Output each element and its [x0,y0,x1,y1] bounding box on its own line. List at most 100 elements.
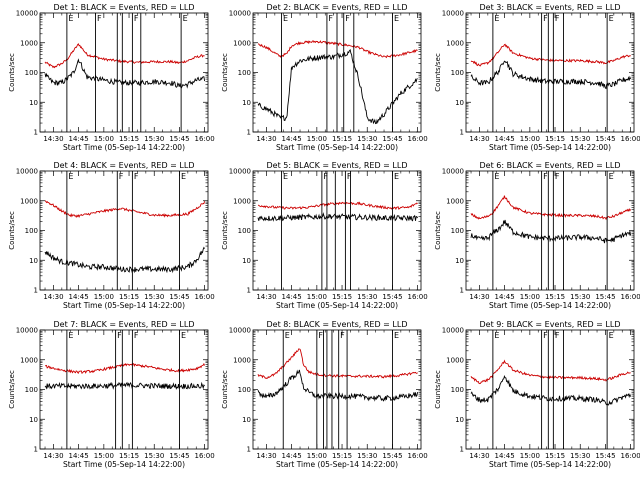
x-tick-label: 15:00 [520,452,540,460]
x-tick-label: 15:30 [570,293,590,301]
x-tick-label: 15:00 [94,452,114,460]
event-marker-label: E [494,14,499,23]
series-line-events [470,375,632,406]
x-tick-label: 14:45 [495,452,515,460]
event-marker-label: E [283,14,288,23]
y-tick-label: 1 [460,129,464,137]
event-marker-label: E [609,331,614,340]
detector-panel-7: Det 7: BLACK = Events, RED = LLD Counts/s… [8,320,215,469]
series-line-events [44,58,206,89]
y-tick-label: 10 [455,257,464,265]
x-tick-label: 15:15 [332,452,352,460]
event-marker-label: F [323,172,328,181]
y-axis-label: Counts/sec [221,53,229,92]
detector-panel-3: Det 3: BLACK = Events, RED = LLD Counts/s… [434,3,640,152]
x-axis-title: Start Time (05-Sep-14 14:22:00) [489,143,611,152]
x-tick-label: 14:45 [282,293,302,301]
panel-title: Det 9: BLACK = Events, RED = LLD [480,320,621,329]
event-marker-label: E [183,14,188,23]
plot-frame [39,329,209,450]
x-tick-label: 16:00 [621,452,640,460]
event-marker-label: F [318,331,323,340]
x-tick-label: 15:30 [357,293,377,301]
y-tick-label: 100 [238,386,251,394]
x-tick-label: 15:00 [307,135,327,143]
y-axis-label: Counts/sec [434,211,442,250]
y-tick-label: 1000 [20,39,38,47]
event-marker-label: F [543,172,548,181]
event-marker-label: F [328,14,333,23]
series-line-lld [44,43,205,69]
detector-panel-9: Det 9: BLACK = Events, RED = LLD Counts/s… [434,320,640,469]
x-tick-label: 14:30 [256,293,276,301]
event-marker-label: F [555,331,560,340]
x-tick-label: 15:00 [94,293,114,301]
x-axis-title: Start Time (05-Sep-14 14:22:00) [489,460,611,469]
x-tick-label: 15:15 [119,293,139,301]
event-marker-label: E [609,14,614,23]
y-tick-label: 100 [451,69,464,77]
event-marker-label: F [347,172,352,181]
series-line-lld [470,43,631,67]
y-tick-label: 1000 [446,197,464,205]
series-line-lld [257,201,418,211]
series-line-events [44,246,205,274]
x-tick-label: 15:15 [545,293,565,301]
x-tick-label: 15:45 [595,135,615,143]
y-tick-label: 1 [460,287,464,295]
x-axis-title: Start Time (05-Sep-14 14:22:00) [489,301,611,310]
plot-frame [465,329,635,450]
event-marker-label: F [134,331,139,340]
y-tick-label: 100 [25,386,38,394]
panel-title: Det 8: BLACK = Events, RED = LLD [267,320,408,329]
y-axis-label: Counts/sec [8,53,16,92]
x-tick-label: 16:00 [621,293,640,301]
x-tick-label: 16:00 [408,452,428,460]
plot-frame [465,12,635,133]
event-marker-label: F [543,331,548,340]
y-tick-label: 10000 [442,168,464,176]
x-tick-label: 14:45 [69,293,89,301]
x-tick-label: 16:00 [195,135,215,143]
series-line-lld [257,348,418,380]
event-marker-label: F [134,14,139,23]
plot-frame [252,170,422,291]
y-tick-label: 10 [29,416,38,424]
y-axis-label: Counts/sec [221,211,229,250]
x-tick-label: 15:15 [332,293,352,301]
event-marker-label: E [181,172,186,181]
x-tick-label: 14:45 [69,135,89,143]
y-tick-label: 1 [34,287,38,295]
event-marker-label: E [494,172,499,181]
x-tick-label: 15:15 [119,452,139,460]
y-tick-label: 1 [34,446,38,454]
series-line-events [257,369,419,402]
plot-frame [39,12,209,133]
x-tick-label: 15:30 [144,293,164,301]
x-axis-title: Start Time (05-Sep-14 14:22:00) [276,143,398,152]
y-tick-label: 100 [25,227,38,235]
y-tick-label: 1000 [233,356,251,364]
x-axis-title: Start Time (05-Sep-14 14:22:00) [276,460,398,469]
y-tick-label: 1 [247,446,251,454]
y-tick-label: 1000 [233,39,251,47]
x-tick-label: 15:15 [119,135,139,143]
y-tick-label: 10 [242,99,251,107]
y-axis-label: Counts/sec [8,211,16,250]
y-axis-label: Counts/sec [221,370,229,409]
y-tick-label: 10 [242,257,251,265]
panel-title: Det 2: BLACK = Events, RED = LLD [267,3,408,12]
event-marker-label: F [345,14,350,23]
series-line-events [257,212,418,222]
y-axis-label: Counts/sec [434,53,442,92]
x-tick-label: 14:45 [282,135,302,143]
x-tick-label: 14:30 [469,293,489,301]
y-tick-label: 100 [451,227,464,235]
y-tick-label: 10000 [442,10,464,18]
plot-frame [465,170,635,291]
y-tick-label: 10 [242,416,251,424]
event-marker-label: E [394,14,399,23]
x-tick-label: 14:30 [43,135,63,143]
event-marker-label: E [68,172,73,181]
series-line-events [257,48,418,125]
